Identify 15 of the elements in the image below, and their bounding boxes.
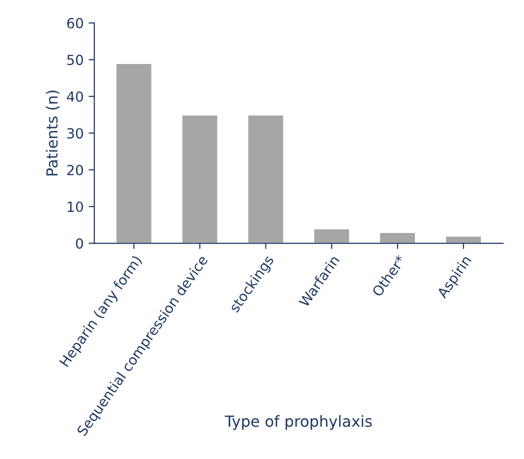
bar (444, 235, 482, 244)
y-axis-title: Patients (n) (46, 90, 60, 176)
bar (246, 114, 285, 244)
bar (115, 62, 153, 244)
bar (180, 114, 219, 244)
bar (378, 232, 416, 244)
y-tick-label: 10 (68, 202, 83, 212)
y-tick-label: 20 (67, 164, 83, 176)
y-tick-label: 40 (66, 91, 83, 102)
bar (312, 228, 350, 244)
y-tick-label: 50 (67, 54, 83, 66)
y-tick-label: 30 (67, 128, 83, 139)
x-axis-title: Type of prophylaxis (224, 415, 372, 430)
y-tick-label: 0 (76, 238, 83, 249)
y-tick-label: 60 (67, 18, 83, 28)
